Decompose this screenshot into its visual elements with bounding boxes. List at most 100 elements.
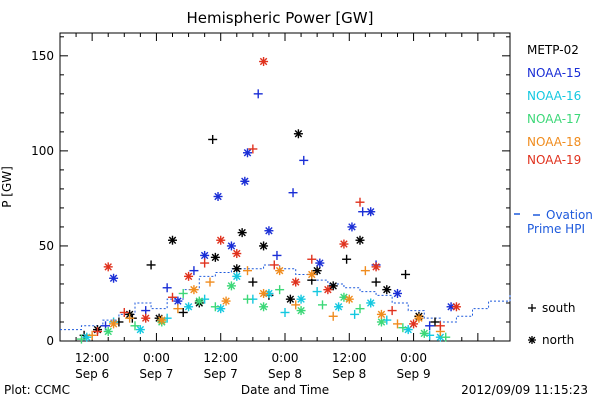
north-marker <box>285 294 295 304</box>
north-marker <box>323 285 333 295</box>
north-marker <box>296 294 306 304</box>
y-axis: 0 50 100 150 <box>31 36 510 348</box>
south-marker <box>398 323 408 333</box>
y-axis-label: P [GW] <box>0 166 14 208</box>
north-marker <box>296 306 306 316</box>
south-marker <box>243 294 252 304</box>
south-marker <box>358 207 368 217</box>
south-marker <box>275 285 285 295</box>
north-marker <box>403 325 413 335</box>
north-marker <box>291 277 301 287</box>
north-marker <box>312 266 322 276</box>
north-marker <box>243 148 252 158</box>
north-marker <box>259 288 269 298</box>
north-marker <box>173 296 183 306</box>
north-marker <box>232 264 242 274</box>
north-marker <box>366 207 376 217</box>
south-marker <box>269 260 279 270</box>
north-marker <box>315 258 325 268</box>
south-marker <box>243 266 252 276</box>
north-marker <box>103 326 113 336</box>
north-marker <box>109 319 119 329</box>
ovation-series-line <box>60 264 511 331</box>
north-marker <box>157 315 167 325</box>
south-marker <box>425 321 435 331</box>
north-marker <box>135 325 145 335</box>
legend-label: NOAA-19 <box>527 153 581 167</box>
north-marker <box>328 281 338 291</box>
south-marker <box>435 321 445 331</box>
north-marker <box>216 235 226 245</box>
south-marker <box>291 300 301 310</box>
north-marker <box>103 262 113 272</box>
north-marker-swatch <box>528 336 536 344</box>
marker-legend: south north <box>528 301 576 347</box>
south-marker <box>393 319 402 329</box>
x-tick-label-day: Sep 7 <box>204 367 238 381</box>
x-tick-label-time: 0:00 <box>272 351 299 365</box>
south-marker-swatch <box>528 304 536 312</box>
x-tick-label-time: 0:00 <box>400 351 427 365</box>
x-axis: 12:00 Sep 6 0:00 Sep 7 12:00 Sep 7 0:00 Sep 8 12… <box>59 33 511 381</box>
north-marker <box>419 328 429 338</box>
north-marker <box>237 228 247 238</box>
y-tick-label: 150 <box>31 49 54 63</box>
marker-legend-label: north <box>542 333 574 347</box>
chart-title: Hemispheric Power [GW] <box>187 9 374 27</box>
north-marker <box>213 192 223 202</box>
south-marker <box>178 288 188 298</box>
legend-label: NOAA-15 <box>527 66 581 80</box>
south-marker <box>173 304 183 314</box>
north-marker <box>344 294 354 304</box>
south-marker <box>248 277 258 287</box>
x-tick-label-day: Sep 7 <box>139 367 173 381</box>
legend-label: METP-02 <box>527 43 579 57</box>
north-marker <box>184 271 194 281</box>
south-marker <box>146 260 156 270</box>
marker-legend-label: south <box>542 301 576 315</box>
south-marker <box>189 266 199 276</box>
north-marker <box>259 302 269 312</box>
legend-label: NOAA-16 <box>527 89 581 103</box>
south-marker <box>430 317 440 327</box>
x-tick-label-time: 12:00 <box>203 351 238 365</box>
north-marker <box>184 302 194 312</box>
north-marker <box>371 262 381 272</box>
north-marker <box>232 249 242 259</box>
north-marker <box>376 317 386 327</box>
north-marker <box>109 273 119 283</box>
north-marker <box>141 313 151 323</box>
south-marker <box>119 307 129 317</box>
south-marker <box>342 254 352 264</box>
north-marker <box>200 250 210 260</box>
x-tick-label-time: 12:00 <box>75 351 110 365</box>
north-marker <box>259 241 269 251</box>
south-marker <box>205 277 215 287</box>
south-marker <box>272 250 282 260</box>
south-marker <box>248 144 258 154</box>
north-marker <box>189 285 199 295</box>
north-marker <box>82 332 92 342</box>
x-tick-label-day: Sep 8 <box>268 367 302 381</box>
footer-plot-credit: Plot: CCMC <box>4 383 70 397</box>
north-marker <box>409 319 419 329</box>
north-marker <box>382 285 392 295</box>
south-marker <box>253 89 263 99</box>
plot-frame <box>59 32 511 342</box>
south-marker <box>355 197 365 207</box>
south-marker <box>312 287 322 297</box>
north-marker <box>232 271 242 281</box>
south-marker <box>360 266 370 276</box>
north-marker <box>393 288 402 298</box>
south-marker <box>130 321 140 331</box>
north-marker <box>334 302 344 312</box>
south-marker <box>288 188 298 198</box>
legend-label: Ovation <box>546 208 593 222</box>
south-marker <box>208 134 218 144</box>
north-marker <box>355 235 365 245</box>
south-marker <box>299 155 309 165</box>
south-marker <box>76 334 86 344</box>
south-marker <box>328 311 338 321</box>
x-tick-label-day: Sep 6 <box>75 367 109 381</box>
